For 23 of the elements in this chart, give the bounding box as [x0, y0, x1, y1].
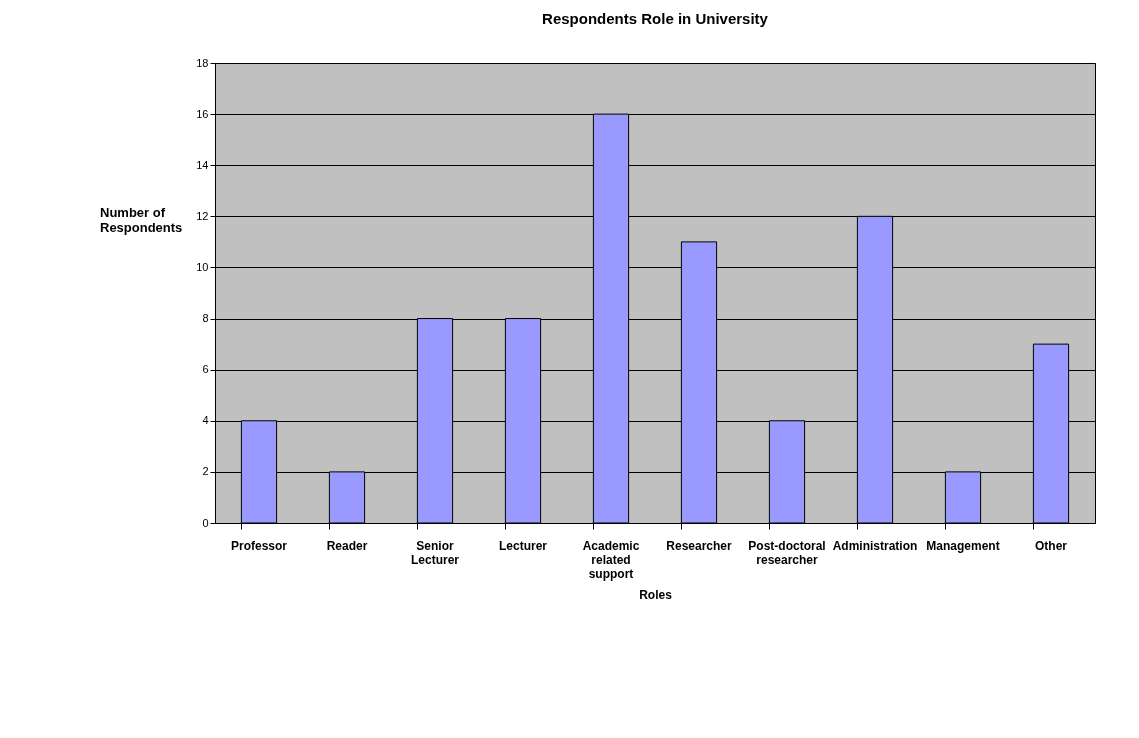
x-tick-label: Administration: [832, 539, 918, 553]
x-tick-label: Reader: [326, 539, 368, 553]
y-tick-label: 10: [196, 260, 209, 273]
x-tick-label: Post-doctoral researcher: [748, 539, 826, 567]
x-tick-label: Lecturer: [498, 539, 548, 553]
y-tick-label: 18: [196, 56, 209, 69]
y-tick-label: 4: [202, 414, 209, 427]
y-tick-label: 2: [202, 465, 209, 478]
chart-title: Respondents Role in University: [542, 10, 769, 27]
y-axis-title: Number of Respondents: [100, 205, 183, 235]
x-tick-label: Management: [926, 539, 1000, 553]
x-tick-label: Senior Lecturer: [410, 539, 460, 567]
x-tick-label: Professor: [230, 539, 288, 553]
y-tick-label: 16: [196, 107, 209, 120]
y-tick-label: 12: [196, 209, 209, 222]
y-tick-label: 6: [202, 363, 209, 376]
x-tick-label: Other: [1034, 539, 1068, 553]
x-tick-label: Academic related support: [582, 539, 640, 581]
x-axis-title: Roles: [639, 588, 673, 602]
x-tick-label: Researcher: [666, 539, 733, 553]
y-tick-label: 14: [196, 158, 209, 171]
y-tick-label: 0: [202, 516, 209, 529]
y-tick-label: 8: [202, 312, 209, 325]
